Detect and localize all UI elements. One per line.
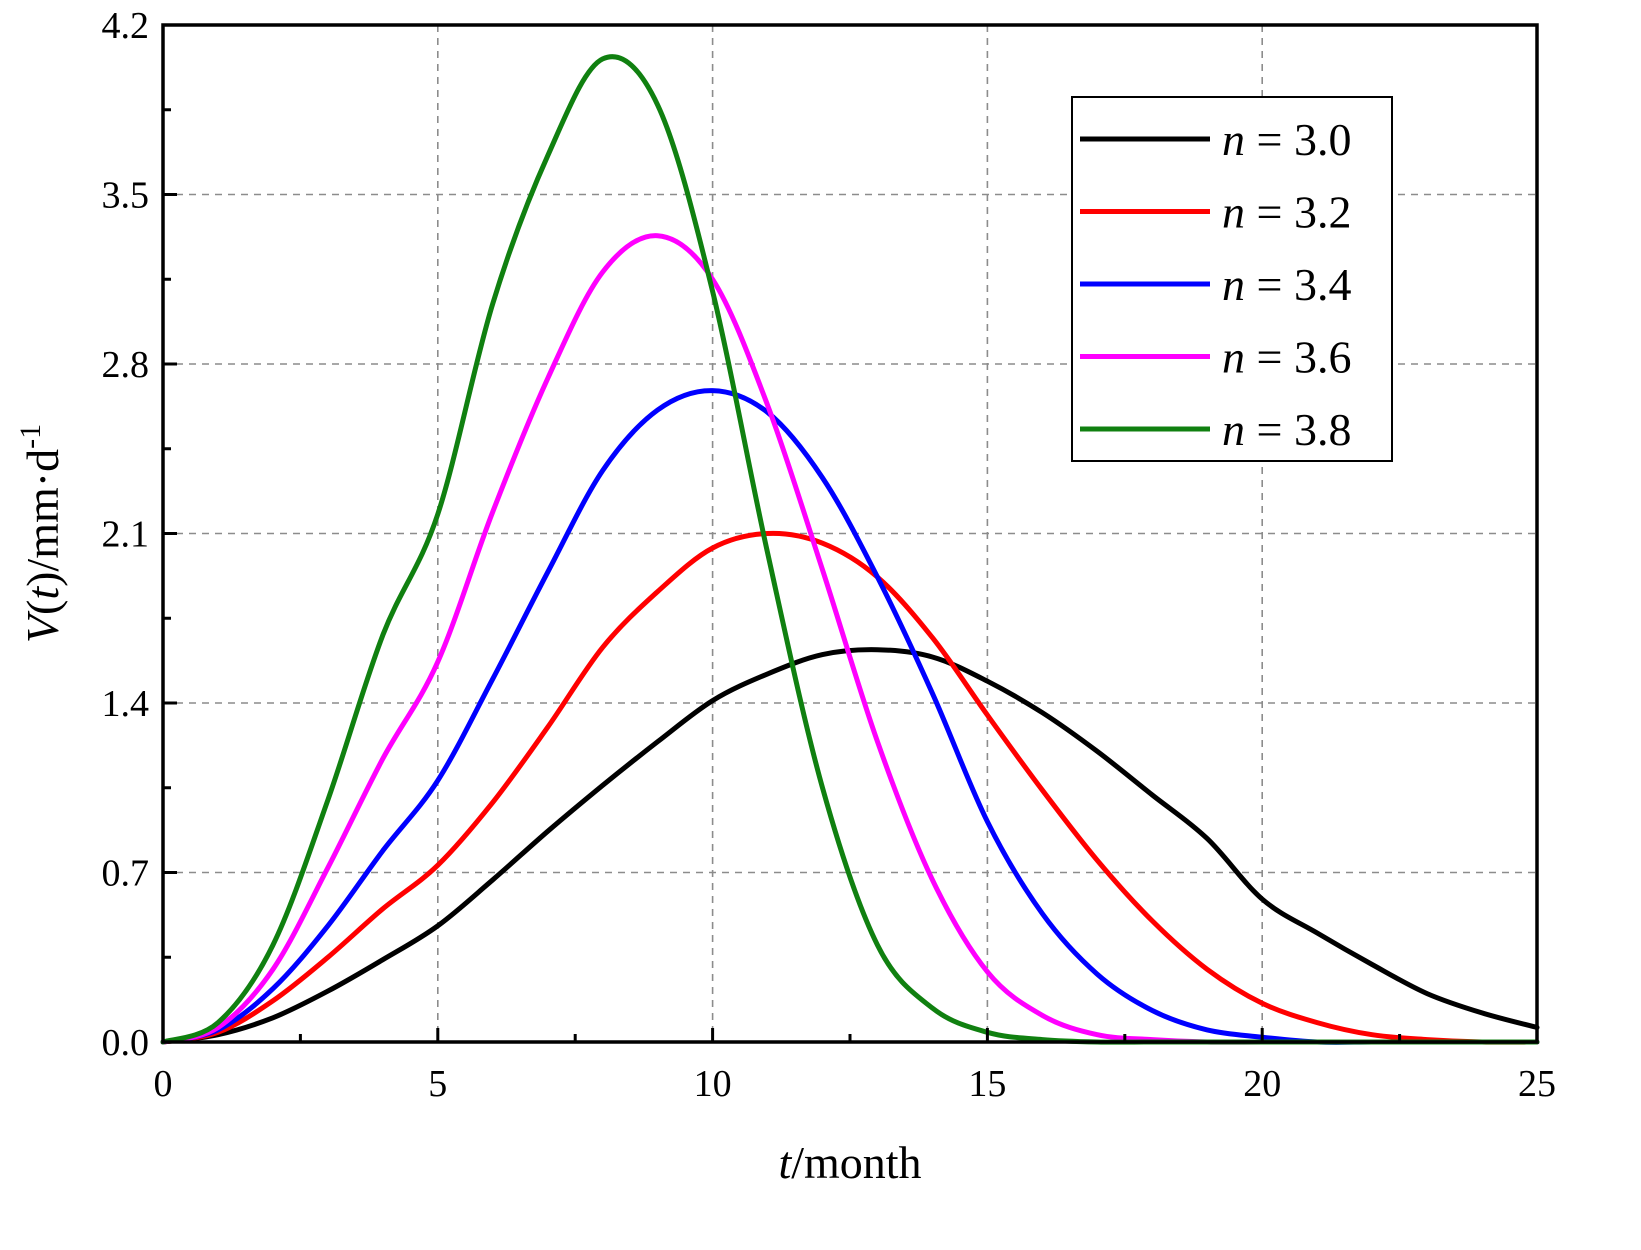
x-axis-title: t/month	[778, 1137, 921, 1188]
legend-label: n = 3.2	[1222, 187, 1351, 238]
y-tick-label: 0.0	[102, 1022, 150, 1064]
y-tick-label: 2.1	[102, 514, 150, 556]
legend-items: n = 3.0n = 3.2n = 3.4n = 3.6n = 3.8	[1080, 114, 1351, 455]
x-axis-title-unit: /month	[791, 1137, 921, 1188]
series-line-0	[160, 647, 1540, 1045]
series-line-2	[160, 388, 1540, 1045]
legend-label: n = 3.4	[1222, 259, 1351, 310]
legend-label-n: n	[1222, 187, 1245, 238]
x-tick-label: 5	[428, 1063, 447, 1105]
x-tick-label: 0	[154, 1063, 173, 1105]
y-axis-title-close: )	[17, 572, 68, 587]
legend-label-value: = 3.4	[1245, 259, 1351, 310]
legend-label-n: n	[1222, 259, 1245, 310]
y-axis-title: V(t)/mm·d-1	[14, 424, 68, 643]
x-tick-label: 10	[694, 1063, 732, 1105]
tick-layer	[161, 23, 1539, 1044]
legend-label: n = 3.0	[1222, 114, 1351, 165]
legend-label: n = 3.6	[1222, 332, 1351, 383]
y-axis-title-t: t	[17, 586, 68, 600]
legend-item: n = 3.2	[1080, 187, 1351, 238]
x-axis-title-var: t	[778, 1137, 792, 1188]
x-tick-label: 15	[968, 1063, 1006, 1105]
legend-label-value: = 3.2	[1245, 187, 1351, 238]
legend-label-value: = 3.0	[1245, 114, 1351, 165]
legend-item: n = 3.0	[1080, 114, 1351, 165]
x-tick-label: 25	[1518, 1063, 1556, 1105]
y-axis-title-superscript: -1	[14, 424, 47, 449]
legend-label-n: n	[1222, 332, 1245, 383]
y-tick-label: 0.7	[102, 853, 150, 895]
x-tick-label: 20	[1243, 1063, 1281, 1105]
series-line-1	[160, 530, 1540, 1045]
legend-label-n: n	[1222, 404, 1245, 455]
legend-label-n: n	[1222, 114, 1245, 165]
legend: n = 3.0n = 3.2n = 3.4n = 3.6n = 3.8	[1071, 96, 1393, 462]
y-tick-label: 2.8	[102, 344, 150, 386]
legend-box	[1071, 96, 1393, 462]
legend-item: n = 3.4	[1080, 259, 1351, 310]
y-axis-title-open: (	[17, 600, 68, 615]
y-tick-label: 3.5	[102, 175, 150, 217]
legend-item: n = 3.8	[1080, 404, 1351, 455]
legend-item: n = 3.6	[1080, 332, 1351, 383]
y-tick-label: 1.4	[102, 683, 150, 725]
y-axis-title-v: V	[17, 610, 68, 643]
y-tick-label: 4.2	[102, 5, 150, 47]
legend-label-value: = 3.8	[1245, 404, 1351, 455]
legend-label: n = 3.8	[1222, 404, 1351, 455]
y-axis-title-unit: /mm·d	[17, 449, 68, 572]
label-layer: 0 5 10 15 20 25 0.0 0.7 1.4 2.1 2.8 3.5 4.2	[102, 5, 1557, 1105]
legend-label-value: = 3.6	[1245, 332, 1351, 383]
